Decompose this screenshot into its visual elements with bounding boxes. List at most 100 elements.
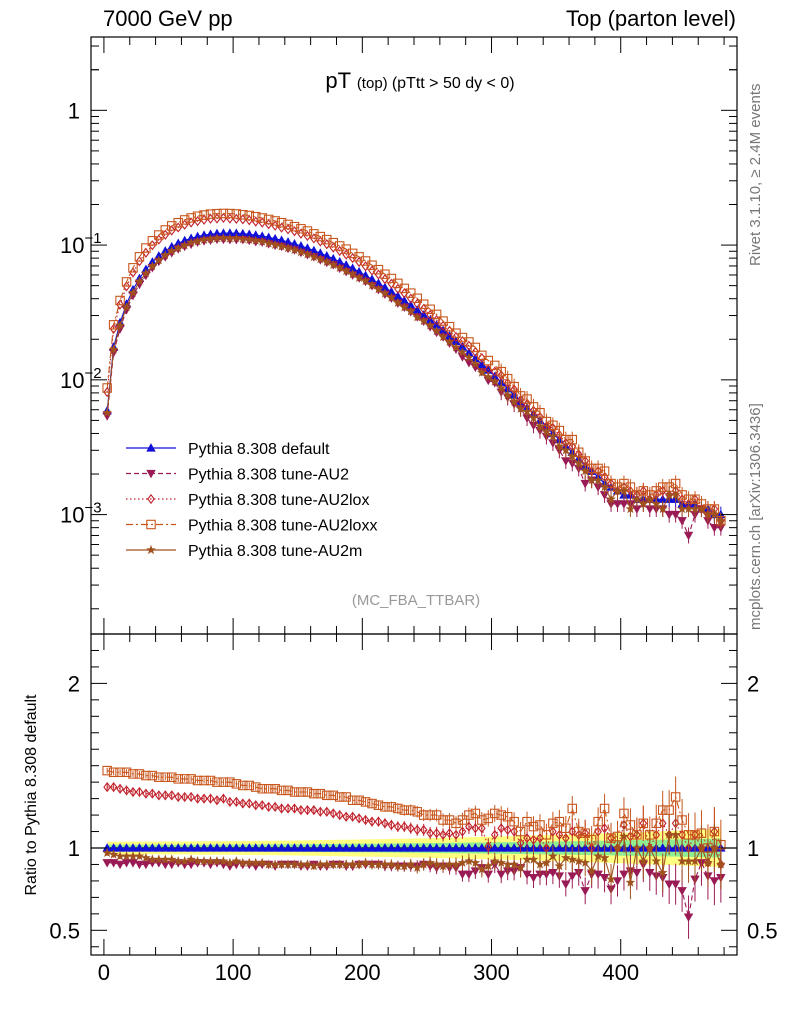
series-2-ratio-point [129,786,137,798]
series-3-point [328,237,338,248]
series-4-ratio-point [509,859,520,869]
series-1-ratio-point [464,870,474,880]
series-4-ratio-point [470,857,481,868]
series-0-ratio-point [451,843,461,852]
series-2-ratio-point [419,824,428,836]
series-4-ratio-point [618,831,629,841]
series-1-point [683,531,694,541]
series-4-ratio-point [218,855,229,866]
series-1-ratio-point [115,860,125,870]
series-3-ratio-point [489,808,500,819]
series-3-point [657,482,668,492]
series-4-ratio-point [231,855,242,866]
series-0-ratio-point [302,843,313,852]
series-3-ratio-point [425,810,435,820]
series-1-ratio-point [134,860,145,870]
series-4-ratio-point [134,851,145,861]
series-3-point [173,217,183,228]
x-tick-label: 400 [602,960,639,985]
series-4-point [509,396,520,406]
series-4-point [308,251,319,262]
series-3-ratio-point [535,820,545,830]
series-3-ratio-point [418,810,429,820]
series-0-ratio-point [263,843,274,852]
series-4-ratio-point [476,864,487,874]
series-3-ratio-point [651,818,661,829]
series-4-ratio-point [302,859,313,869]
series-4-ratio-point [715,859,726,869]
series-3-point [418,299,429,309]
series-3-point [489,360,500,371]
series-4-point [218,232,229,243]
series-3-point [147,236,158,246]
series-3-ratio-point [606,833,616,843]
series-4-point [522,406,533,416]
series-4-ratio-point [386,859,397,869]
series-3-point [186,213,196,223]
series-2-point [122,281,131,292]
series-4-ratio-point [528,854,539,864]
series-4-point [134,276,145,286]
series-3-ratio-point [244,780,255,791]
x-tick-label: 100 [215,960,252,985]
series-4-ratio-point [418,859,429,869]
series-4-point [341,265,352,276]
series-1-ratio-point [102,859,112,868]
series-3-point [322,234,332,245]
series-2-ratio-point [368,816,376,827]
series-3-point [244,210,255,221]
legend-marker [146,469,156,479]
legend-label: Pythia 8.308 tune-AU2loxx [188,518,377,535]
series-4-point [263,238,274,248]
series-1-ratio-point [677,887,687,896]
series-3-point [315,231,326,242]
series-4-point [709,509,720,519]
series-2-ratio-point [400,821,409,832]
series-4-point [651,498,662,509]
series-2-ratio-point [555,829,564,840]
series-3-point [309,229,319,239]
series-4-point [696,503,707,514]
series-4-ratio-point [451,859,461,869]
series-2-ratio-point [200,793,208,804]
series-4-point [250,235,261,245]
series-3-ratio-point [683,830,694,840]
series-3-ratio-point [238,780,248,791]
main-panel [102,208,726,544]
series-1-ratio-point [457,870,468,880]
series-4-point [541,426,552,437]
series-0-ratio-point [218,843,229,852]
series-3-point [393,278,403,289]
series-4-ratio-point [541,857,552,868]
series-4-point [444,336,455,347]
series-1-point [612,500,623,509]
series-3-ratio-point [444,815,455,825]
series-1-ratio-point [141,860,151,870]
series-4-ratio-point [606,874,616,884]
series-3-ratio-point [341,792,351,802]
ratio-y-tick-label-right: 2 [747,671,759,696]
series-3-ratio-point [160,772,171,782]
series-4-ratio-point [186,854,197,864]
x-tick-label: 0 [98,960,110,985]
series-3-ratio-point [477,815,487,825]
series-4-point [289,244,300,255]
series-3-point [464,337,474,347]
series-3-point [438,316,448,326]
series-4-ratio-point [489,855,500,866]
series-2-ratio-point [497,823,506,834]
series-4-point [535,421,545,431]
y-tick-label: 1 [68,98,80,123]
series-2-ratio-point [277,803,286,814]
series-1-ratio-point [632,869,642,878]
series-4-point [192,236,203,246]
series-3-point [567,434,578,445]
title-main: pT [325,68,356,93]
series-0-ratio-point [431,843,442,852]
series-1-ratio-point [709,877,720,886]
series-0-ratio-point [225,843,235,852]
ratio-y-tick-label: 0.5 [49,918,80,943]
series-3-point [270,216,280,226]
ratio-y-tick-label: 2 [68,671,80,696]
series-3-ratio-point [567,803,578,814]
